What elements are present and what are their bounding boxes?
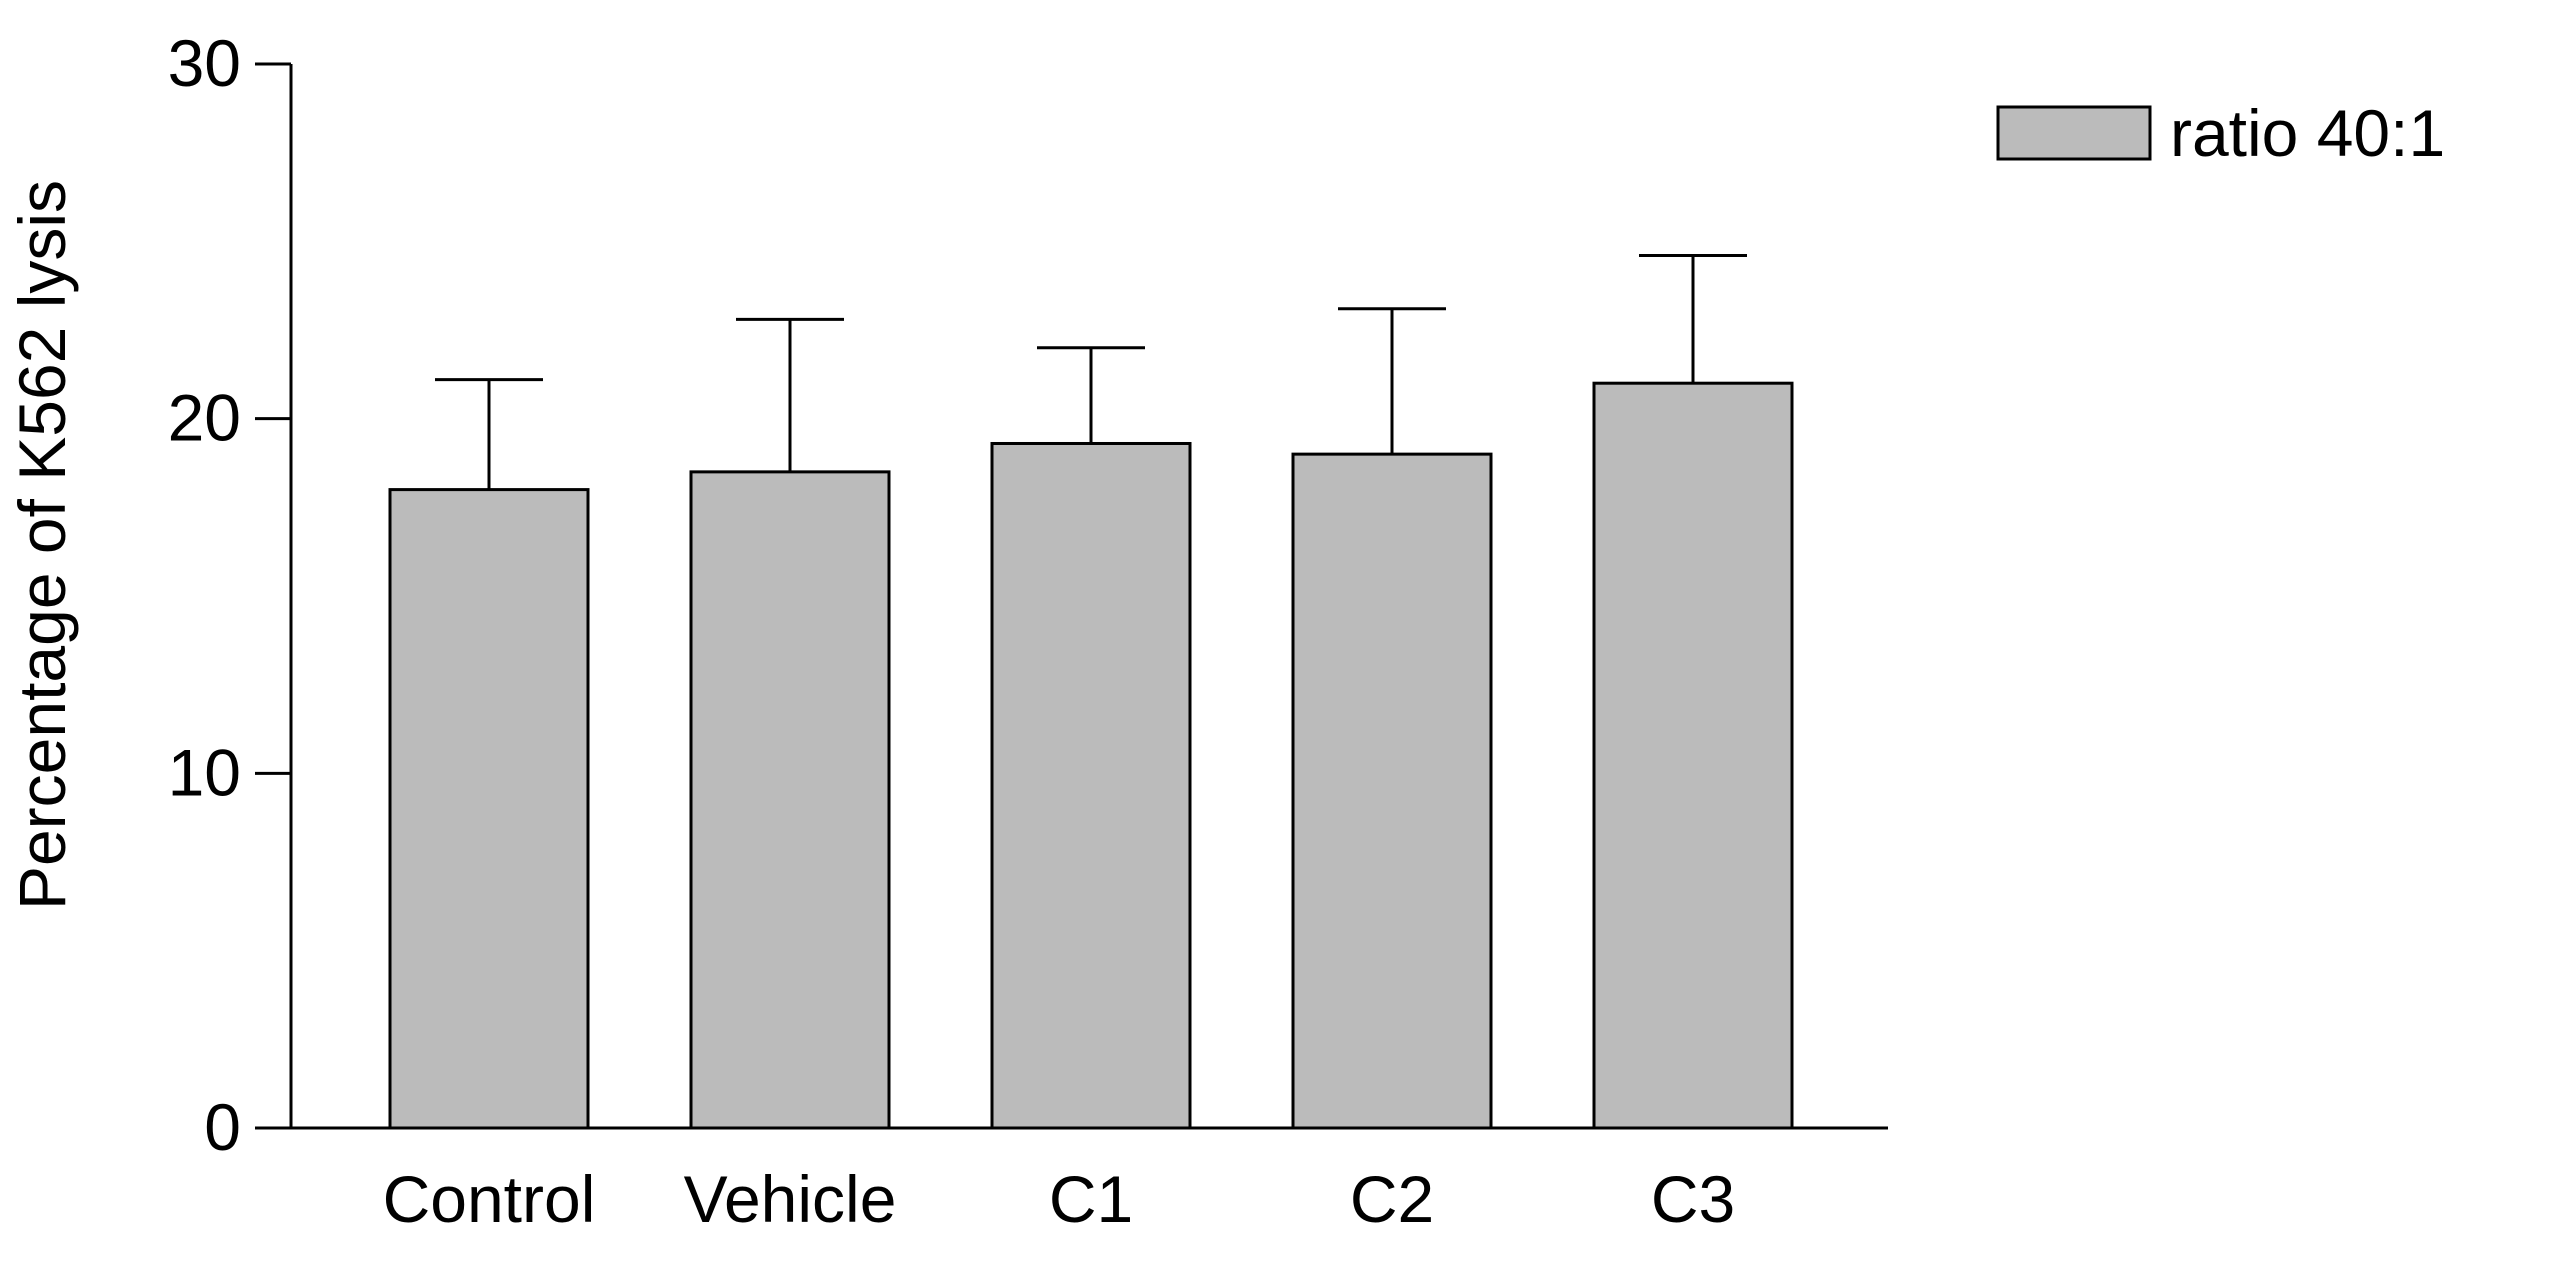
bar [388, 488, 590, 1130]
y-tick-label: 0 [204, 1090, 241, 1164]
x-tick-label: C1 [1049, 1162, 1133, 1236]
x-tick-labels: Control Vehicle C1 C2 C3 [383, 1162, 1736, 1236]
bar [990, 441, 1192, 1130]
y-ticks: 0 10 20 30 [168, 26, 291, 1164]
x-tick-label: Control [383, 1162, 596, 1236]
y-tick-label: 10 [168, 735, 241, 809]
y-tick-label: 20 [168, 381, 241, 455]
bar [689, 470, 891, 1130]
x-tick-label: Vehicle [684, 1162, 897, 1236]
bars [388, 381, 1794, 1130]
bar [1592, 381, 1794, 1130]
y-tick-label: 30 [168, 26, 241, 100]
x-tick-label: C2 [1350, 1162, 1434, 1236]
legend-label: ratio 40:1 [2170, 96, 2445, 170]
legend-swatch [1996, 105, 2152, 161]
error-bars [435, 254, 1747, 490]
y-axis-title: Percentage of K562 lysis [5, 180, 79, 910]
x-tick-label: C3 [1651, 1162, 1735, 1236]
legend: ratio 40:1 [1996, 96, 2445, 170]
bar [1291, 452, 1493, 1130]
